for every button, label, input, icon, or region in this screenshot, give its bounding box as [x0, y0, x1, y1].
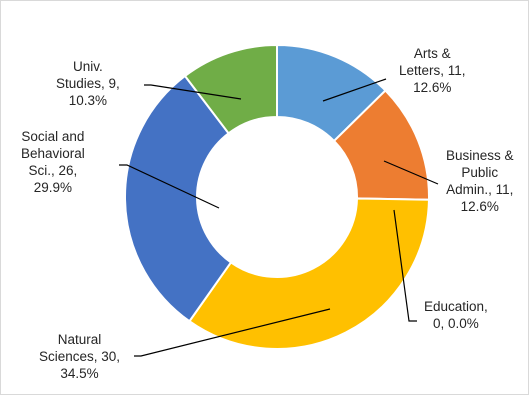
slice-social-behavioral: [124, 74, 233, 323]
data-label-natural-sciences: Natural Sciences, 30, 34.5%: [39, 332, 121, 381]
leader-line-arts-letters: [322, 78, 387, 102]
leader-line-education: [393, 209, 417, 322]
data-label-business-public-admin: Business & Public Admin., 11, 12.6%: [446, 148, 514, 214]
leader-line-business-public-admin: [383, 160, 439, 185]
data-label-arts-letters: Arts & Letters, 11, 12.6%: [399, 46, 466, 95]
leader-line-univ-studies: [144, 84, 242, 100]
leader-line-natural-sciences: [134, 308, 331, 357]
data-label-social-behavioral: Social and Behavioral Sci., 26, 29.9%: [21, 129, 85, 195]
leader-line-social-behavioral: [119, 164, 220, 209]
slice-univ-studies: [183, 43, 278, 135]
data-label-education: Education, 0, 0.0%: [424, 299, 488, 331]
data-label-univ-studies: Univ. Studies, 9, 10.3%: [56, 59, 120, 108]
slice-natural-sciences: [188, 197, 430, 350]
